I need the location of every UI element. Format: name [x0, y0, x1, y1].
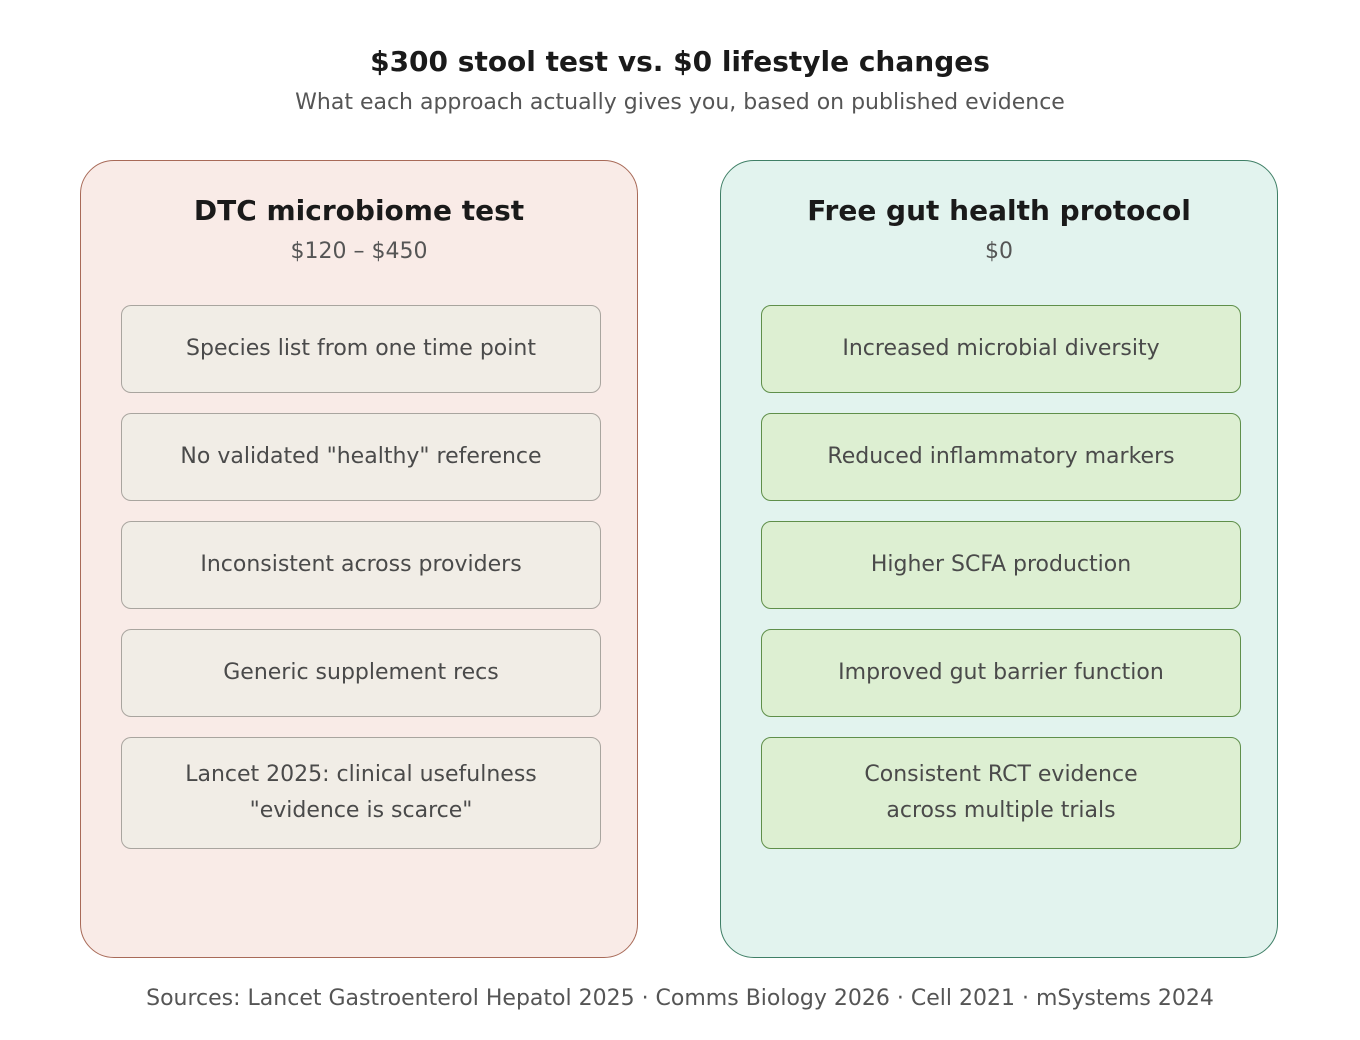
dtc-test-item: Generic supplement recs — [121, 629, 601, 717]
dtc-test-price: $120 – $450 — [290, 239, 428, 264]
dtc-test-item: Lancet 2025: clinical usefulness "eviden… — [121, 737, 601, 849]
free-protocol-item: Consistent RCT evidence across multiple … — [761, 737, 1241, 849]
sources-footer: Sources: Lancet Gastroenterol Hepatol 20… — [146, 986, 1214, 1011]
dtc-test-item: Inconsistent across providers — [121, 521, 601, 609]
dtc-test-item: Species list from one time point — [121, 305, 601, 393]
free-protocol-price: $0 — [985, 239, 1013, 264]
dtc-test-panel: DTC microbiome test $120 – $450 Species … — [80, 160, 638, 958]
page-title: $300 stool test vs. $0 lifestyle changes — [370, 45, 990, 78]
free-protocol-panel: Free gut health protocol $0 Increased mi… — [720, 160, 1278, 958]
free-protocol-item: Increased microbial diversity — [761, 305, 1241, 393]
dtc-test-title: DTC microbiome test — [193, 194, 525, 227]
free-protocol-title: Free gut health protocol — [807, 194, 1191, 227]
free-protocol-item: Improved gut barrier function — [761, 629, 1241, 717]
dtc-test-item: No validated "healthy" reference — [121, 413, 601, 501]
free-protocol-item: Higher SCFA production — [761, 521, 1241, 609]
page-subtitle: What each approach actually gives you, b… — [295, 90, 1065, 115]
free-protocol-item: Reduced inflammatory markers — [761, 413, 1241, 501]
